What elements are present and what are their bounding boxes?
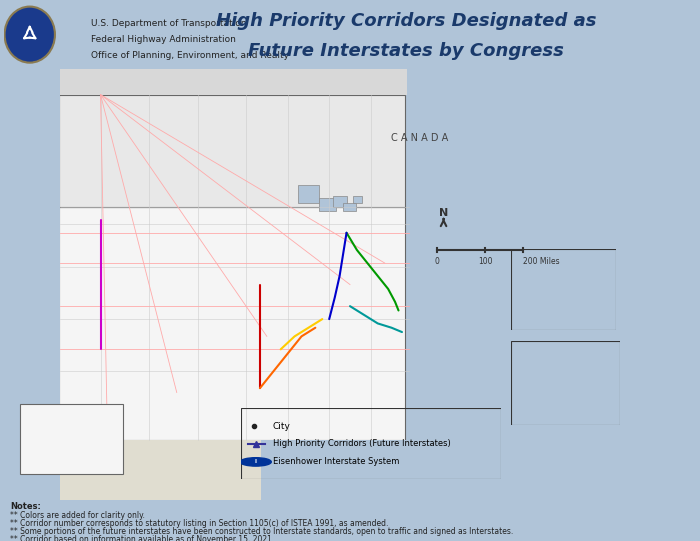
Bar (59, 207, 405, 440)
Circle shape (6, 8, 54, 62)
Text: City: City (272, 421, 290, 431)
Bar (60, 440, 261, 500)
Bar (343, 202, 356, 211)
Text: 200 Miles: 200 Miles (524, 256, 560, 266)
Bar (20, 404, 122, 474)
Text: Eisenhower Interstate System: Eisenhower Interstate System (272, 457, 399, 466)
Bar (318, 198, 336, 211)
Text: ** Some portions of the future interstates have been constructed to Interstate s: ** Some portions of the future interstat… (10, 527, 514, 536)
Bar (59, 95, 405, 207)
Bar (298, 185, 318, 202)
Text: U.S. Department of Transportation: U.S. Department of Transportation (91, 19, 246, 28)
Text: 0: 0 (434, 256, 439, 266)
Text: ** Colors are added for clarity only.: ** Colors are added for clarity only. (10, 511, 146, 519)
Text: Federal Highway Administration: Federal Highway Administration (91, 35, 236, 44)
Text: N: N (439, 208, 448, 219)
Circle shape (240, 458, 272, 466)
Text: I: I (255, 459, 257, 464)
Bar (60, 440, 407, 500)
Bar (332, 196, 346, 207)
Text: Notes:: Notes: (10, 503, 41, 511)
Bar (354, 196, 362, 202)
Text: Office of Planning, Environment, and Realty: Office of Planning, Environment, and Rea… (91, 51, 289, 61)
Text: High Priority Corridors Designated as: High Priority Corridors Designated as (216, 12, 596, 30)
Bar (4, 69, 60, 500)
Text: 100: 100 (478, 256, 492, 266)
Text: Future Interstates by Congress: Future Interstates by Congress (248, 42, 564, 60)
Text: High Priority Corridors (Future Interstates): High Priority Corridors (Future Intersta… (272, 439, 450, 448)
Text: ** Corridor based on information available as of November 15, 2021.: ** Corridor based on information availab… (10, 535, 274, 541)
Bar (409, 69, 696, 500)
Text: C A N A D A: C A N A D A (391, 133, 448, 143)
Bar (60, 69, 407, 95)
Text: ** Corridor number corresponds to statutory listing in Section 1105(c) of ISTEA : ** Corridor number corresponds to statut… (10, 519, 388, 527)
